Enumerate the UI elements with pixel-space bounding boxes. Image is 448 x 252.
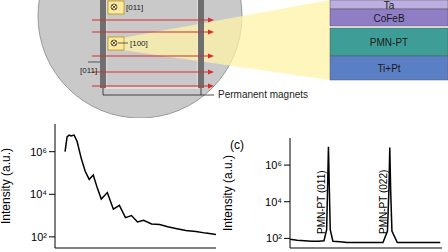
svg-text:10⁶: 10⁶	[30, 146, 47, 158]
html-text:(c): (c)	[230, 138, 244, 152]
svg-text:10⁴: 10⁴	[265, 196, 282, 208]
svg-text:10²: 10²	[31, 231, 47, 243]
svg-text:[011]: [011]	[80, 66, 97, 75]
svg-text:Intensity (a.u.): Intensity (a.u.)	[222, 155, 235, 231]
svg-text:PMN-PT (011): PMN-PT (011)	[316, 170, 327, 234]
svg-text:PMN-PT (022): PMN-PT (022)	[378, 170, 389, 234]
svg-text:10²: 10²	[266, 232, 282, 244]
svg-text:Ta: Ta	[383, 0, 395, 11]
svg-text:[011]: [011]	[126, 3, 143, 12]
svg-text:10⁶: 10⁶	[265, 159, 282, 171]
svg-text:10⁴: 10⁴	[30, 188, 47, 200]
svg-text:Permanent magnets: Permanent magnets	[218, 89, 308, 100]
svg-text:CoFeB: CoFeB	[373, 13, 404, 24]
svg-text:[100]: [100]	[130, 39, 148, 48]
svg-text:Ti+Pt: Ti+Pt	[377, 63, 400, 74]
svg-text:PMN-PT: PMN-PT	[370, 37, 408, 48]
svg-text:Intensity (a.u.): Intensity (a.u.)	[0, 148, 13, 224]
